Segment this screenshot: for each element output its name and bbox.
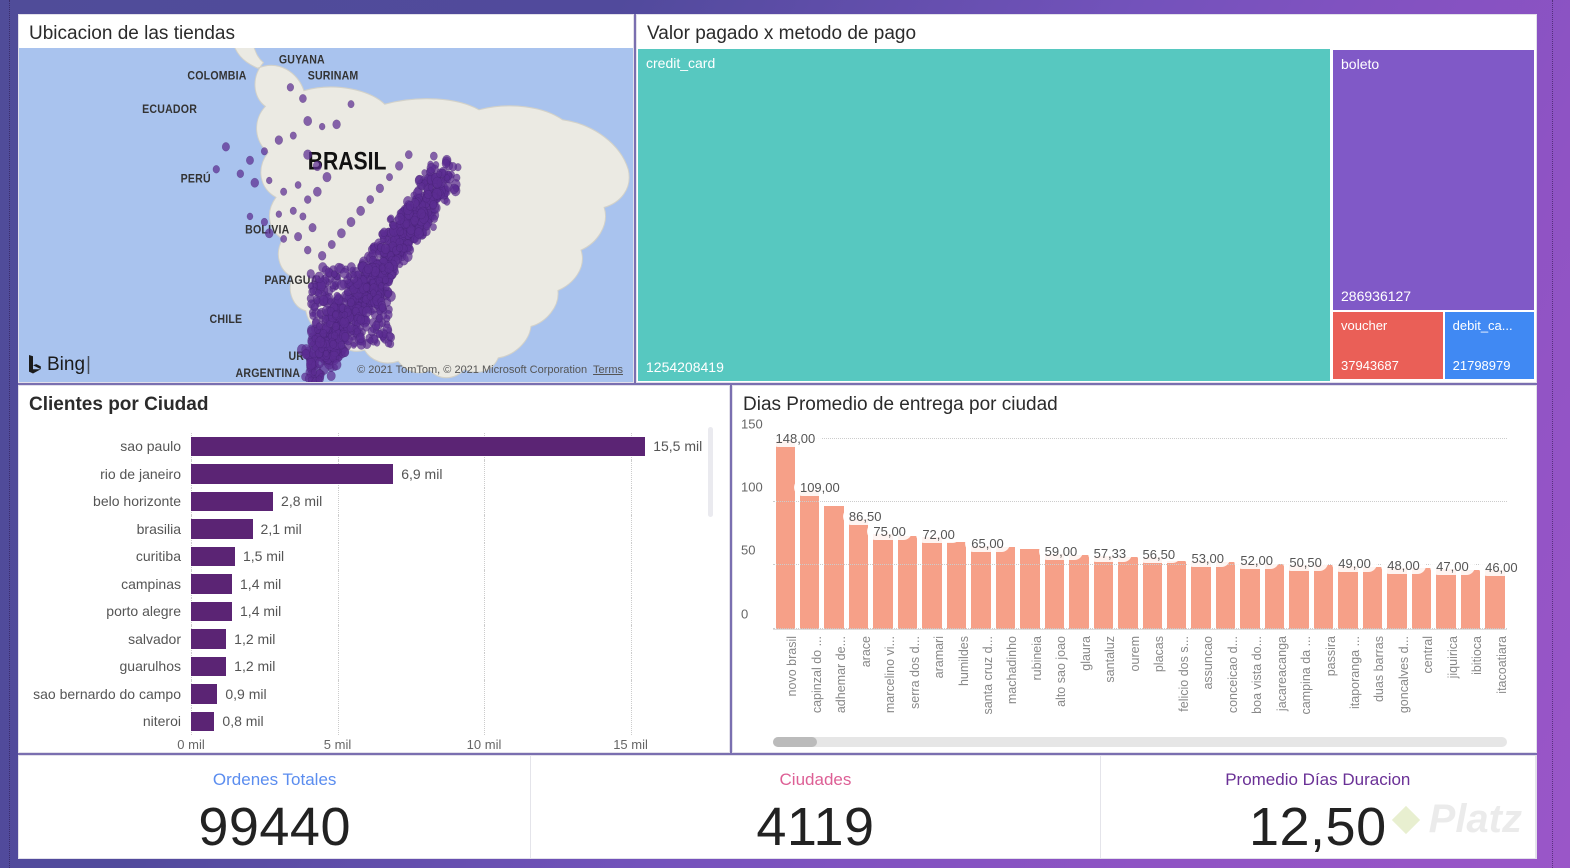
svg-text:CHILE: CHILE [210,313,243,326]
svg-text:GUYANA: GUYANA [279,54,325,67]
svg-text:COLOMBIA: COLOMBIA [187,70,246,83]
svg-text:PERÚ: PERÚ [181,172,211,186]
svg-text:SURINAM: SURINAM [308,70,359,83]
svg-text:BRASIL: BRASIL [308,147,387,175]
svg-text:ECUADOR: ECUADOR [142,103,197,116]
svg-text:ARGENTINA: ARGENTINA [236,367,301,380]
